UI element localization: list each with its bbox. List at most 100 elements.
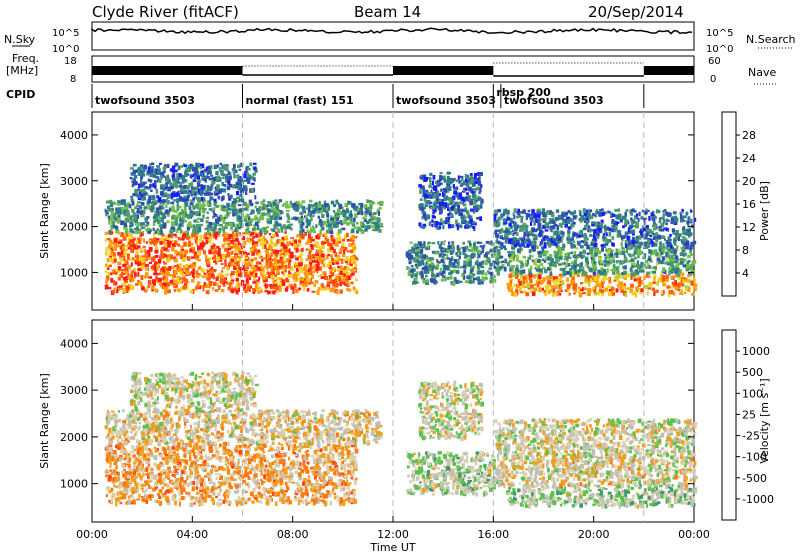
- power-heatmap-cell: [317, 286, 320, 292]
- power-heatmap-cell: [472, 277, 477, 281]
- power-heatmap-cell: [182, 176, 186, 181]
- power-heatmap-cell: [198, 274, 202, 277]
- power-heatmap-cell: [162, 184, 167, 187]
- power-heatmap-cell: [341, 266, 344, 271]
- power-heatmap-cell: [198, 239, 202, 242]
- power-heatmap-cell: [374, 227, 378, 232]
- power-heatmap-cell: [483, 244, 486, 248]
- power-heatmap-cell: [135, 254, 139, 258]
- power-heatmap-cell: [691, 260, 695, 265]
- power-heatmap-cell: [630, 217, 633, 221]
- power-heatmap-cell: [178, 251, 181, 257]
- power-heatmap-cell: [282, 283, 286, 286]
- power-heatmap-cell: [424, 264, 428, 268]
- power-heatmap-cell: [368, 209, 372, 212]
- power-heatmap-cell: [223, 242, 228, 246]
- power-heatmap-cell: [223, 188, 226, 193]
- power-heatmap-cell: [446, 171, 450, 175]
- power-heatmap-cell: [548, 289, 553, 292]
- power-heatmap-cell: [469, 219, 473, 224]
- power-heatmap-cell: [230, 275, 233, 280]
- power-heatmap-cell: [187, 258, 191, 262]
- power-heatmap-cell: [116, 244, 121, 248]
- power-heatmap-cell: [652, 224, 655, 228]
- power-heatmap-cell: [247, 177, 250, 181]
- power-heatmap-cell: [654, 242, 658, 247]
- power-heatmap-cell: [292, 290, 295, 294]
- power-heatmap-cell: [160, 285, 164, 288]
- power-heatmap-cell: [491, 255, 494, 258]
- power-heatmap-cell: [286, 279, 290, 283]
- power-heatmap-cell: [340, 271, 345, 275]
- power-heatmap-cell: [265, 251, 270, 255]
- power-heatmap-cell: [266, 265, 269, 271]
- power-heatmap-cell: [548, 243, 552, 248]
- power-heatmap-cell: [523, 290, 527, 294]
- power-heatmap-cell: [213, 258, 216, 263]
- power-heatmap-cell: [419, 175, 423, 180]
- power-heatmap-cell: [292, 207, 296, 211]
- power-heatmap-cell: [578, 286, 581, 290]
- power-heatmap-cell: [124, 284, 127, 290]
- power-heatmap-cell: [498, 266, 502, 271]
- power-heatmap-cell: [422, 280, 426, 284]
- power-heatmap-cell: [351, 256, 354, 261]
- power-heatmap-cell: [258, 266, 261, 271]
- power-heatmap-cell: [691, 224, 694, 228]
- power-heatmap-cell: [559, 288, 562, 291]
- power-heatmap-cell: [216, 184, 220, 189]
- power-heatmap-cell: [112, 202, 117, 205]
- power-heatmap-cell: [191, 199, 195, 203]
- power-heatmap-cell: [431, 271, 434, 275]
- power-heatmap-cell: [567, 240, 571, 244]
- power-heatmap-cell: [674, 280, 677, 286]
- power-heatmap-cell: [536, 246, 539, 249]
- power-heatmap-cell: [424, 200, 428, 206]
- power-heatmap-cell: [129, 177, 133, 180]
- power-heatmap-cell: [309, 210, 313, 213]
- power-heatmap-cell: [345, 275, 348, 281]
- power-heatmap-cell: [439, 222, 443, 225]
- power-heatmap-cell: [232, 234, 235, 240]
- power-heatmap-cell: [159, 219, 164, 222]
- power-heatmap-cell: [534, 258, 538, 263]
- power-heatmap-cell: [270, 257, 273, 263]
- power-heatmap-cell: [461, 208, 465, 213]
- power-heatmap-cell: [224, 262, 228, 268]
- power-heatmap-cell: [113, 287, 116, 291]
- power-heatmap-cell: [211, 222, 216, 226]
- power-heatmap-cell: [408, 254, 411, 258]
- power-heatmap-cell: [208, 177, 213, 181]
- power-heatmap-cell: [566, 226, 570, 229]
- power-heatmap-cell: [242, 201, 247, 207]
- power-heatmap-cell: [679, 239, 684, 241]
- power-heatmap-cell: [643, 276, 646, 281]
- power-heatmap-cell: [282, 224, 286, 229]
- power-heatmap-cell: [287, 264, 291, 269]
- power-heatmap-cell: [169, 182, 173, 185]
- power-heatmap-cell: [422, 217, 425, 219]
- power-heatmap-cell: [442, 257, 447, 260]
- power-heatmap-cell: [239, 216, 242, 219]
- power-heatmap-cell: [238, 184, 242, 187]
- power-heatmap-cell: [539, 260, 542, 266]
- power-heatmap-cell: [375, 218, 379, 221]
- power-heatmap-cell: [272, 211, 277, 216]
- power-heatmap-cell: [232, 256, 236, 259]
- power-heatmap-cell: [419, 198, 423, 201]
- power-heatmap-cell: [261, 229, 265, 233]
- power-heatmap-cell: [236, 215, 240, 221]
- power-heatmap-cell: [483, 254, 487, 257]
- power-heatmap-cell: [181, 217, 184, 220]
- power-heatmap-cell: [676, 261, 680, 266]
- power-heatmap-cell: [440, 278, 444, 282]
- power-heatmap-cell: [185, 203, 189, 207]
- power-heatmap-cell: [125, 244, 129, 248]
- power-heatmap-cell: [208, 208, 212, 211]
- power-heatmap-cell: [561, 262, 565, 265]
- power-heatmap-cell: [136, 256, 139, 260]
- power-heatmap-cell: [570, 219, 574, 223]
- power-heatmap-cell: [184, 285, 189, 291]
- power-heatmap-cell: [277, 211, 281, 216]
- power-heatmap-cell: [116, 218, 121, 224]
